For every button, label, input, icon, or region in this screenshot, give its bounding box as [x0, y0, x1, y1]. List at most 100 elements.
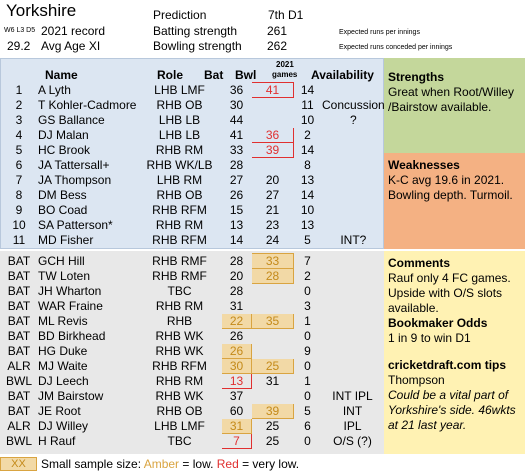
player-bwl: 33 — [251, 253, 294, 269]
player-name: ML Revis — [38, 314, 88, 328]
player-games: 7 — [304, 254, 311, 268]
player-role: RHB OB — [156, 98, 203, 112]
player-games: 5 — [304, 404, 311, 418]
player-availability: Concussion — [322, 98, 385, 112]
player-bat: 13 — [229, 218, 244, 232]
player-games: 13 — [300, 173, 315, 187]
odds-text: 1 in 9 to win D1 — [388, 331, 471, 345]
player-games: 11 — [301, 98, 314, 112]
player-games: 14 — [300, 83, 315, 97]
player-bwl: 31 — [265, 374, 280, 388]
player-bwl: 27 — [265, 188, 280, 202]
player-availability: O/S (?) — [333, 434, 372, 448]
odds-box: Bookmaker Odds 1 in 9 to win D1 — [388, 316, 522, 346]
player-bat: 27 — [229, 173, 244, 187]
player-slot: ALR — [7, 419, 31, 433]
player-bwl: 36 — [251, 127, 294, 143]
player-bat: 26 — [229, 188, 244, 202]
player-slot: BAT — [7, 269, 31, 283]
player-bwl — [252, 113, 294, 128]
player-games: 1 — [304, 314, 311, 328]
player-slot: BAT — [7, 299, 31, 313]
player-games: 0 — [304, 389, 311, 403]
player-bat: 60 — [229, 404, 244, 418]
player-row: BAT JM Bairstow RHB WK 37 0 INT IPL — [1, 389, 384, 404]
player-slot: 4 — [15, 128, 23, 142]
player-availability — [322, 314, 384, 329]
player-bat: 33 — [229, 143, 244, 157]
player-role: LHB RM — [156, 173, 203, 187]
player-bat: 15 — [229, 203, 244, 217]
player-availability — [322, 359, 384, 374]
player-availability — [322, 128, 386, 143]
player-name: BD Birkhead — [38, 329, 106, 343]
legend-swatch: XX — [0, 457, 37, 471]
player-row: 2 T Kohler-Cadmore RHB OB 30 11 Concussion — [1, 98, 386, 113]
player-bat: 37 — [229, 389, 244, 403]
player-row: BAT TW Loten RHB RMF 20 28 2 — [1, 268, 384, 284]
player-slot: BWL — [5, 374, 32, 388]
player-name: JH Wharton — [38, 284, 102, 298]
player-role: RHB — [166, 314, 193, 328]
player-bwl: 24 — [265, 233, 280, 247]
player-name: HG Duke — [38, 344, 88, 358]
batting-note: Expected runs per innings — [339, 29, 420, 36]
col-games-year: 2021 — [276, 60, 294, 69]
player-availability — [322, 329, 384, 344]
tips-player: Thompson — [388, 373, 445, 387]
reserves-panel — [0, 251, 384, 454]
player-slot: BAT — [7, 404, 31, 418]
player-row: 3 GS Ballance LHB LB 44 10? — [1, 113, 386, 128]
strengths-heading: Strengths — [388, 70, 445, 84]
player-bwl — [252, 158, 294, 173]
player-row: 1 A Lyth LHB LMF 36 41 14 — [1, 82, 386, 98]
tips-box: cricketdraft.com tips Thompson Could be … — [388, 358, 522, 433]
player-row: BAT ML Revis RHB 22 35 1 — [1, 313, 384, 329]
player-slot: 7 — [15, 173, 23, 187]
player-bat: 22 — [221, 313, 252, 329]
player-name: GCH Hill — [38, 254, 85, 268]
player-slot: 9 — [15, 203, 23, 217]
player-bat: 31 — [229, 299, 244, 313]
comments-heading: Comments — [388, 256, 451, 270]
legend-suffix: = very low. — [238, 457, 300, 471]
player-slot: 5 — [15, 143, 23, 157]
weaknesses-heading: Weaknesses — [388, 158, 460, 172]
player-availability — [322, 143, 386, 158]
prediction-value: 7th D1 — [268, 8, 304, 22]
player-availability — [322, 218, 386, 233]
player-availability — [322, 284, 384, 299]
tips-heading: cricketdraft.com tips — [388, 358, 507, 372]
player-name: JE Root — [38, 404, 81, 418]
player-availability — [322, 254, 384, 269]
player-bwl: 21 — [265, 203, 280, 217]
player-row: 10 SA Patterson* RHB RM 13 23 13 — [1, 218, 386, 233]
player-slot: 8 — [15, 188, 23, 202]
player-availability — [322, 188, 386, 203]
player-name: HC Brook — [38, 143, 91, 157]
player-row: 6 JA Tattersall+ RHB WK/LB 28 8 — [1, 158, 386, 173]
legend-amber: Amber — [143, 457, 180, 471]
strengths-text: Great when Root/Willey /Bairstow availab… — [388, 85, 515, 114]
player-row: BAT HG Duke RHB WK 26 9 — [1, 343, 384, 359]
player-name: GS Ballance — [38, 113, 105, 127]
player-bat: 28 — [229, 158, 244, 172]
avg-age-label: Avg Age XI — [41, 39, 101, 53]
player-games: 14 — [300, 188, 315, 202]
player-bat: 26 — [229, 329, 244, 343]
player-availability — [322, 299, 384, 314]
player-name: JA Thompson — [38, 173, 112, 187]
player-role: LHB LMF — [154, 419, 205, 433]
player-row: BAT GCH Hill RHB RMF 28 33 7 — [1, 253, 384, 269]
avg-age-value: 29.2 — [7, 39, 31, 53]
player-slot: 3 — [15, 113, 23, 127]
player-bwl — [252, 98, 294, 113]
player-bwl — [252, 389, 294, 404]
player-availability — [322, 344, 384, 359]
player-name: SA Patterson* — [38, 218, 113, 232]
player-bat: 28 — [229, 284, 244, 298]
player-role: RHB RMF — [152, 269, 207, 283]
player-games: 10 — [300, 203, 315, 217]
player-availability — [322, 173, 386, 188]
player-availability: INT — [342, 404, 363, 418]
